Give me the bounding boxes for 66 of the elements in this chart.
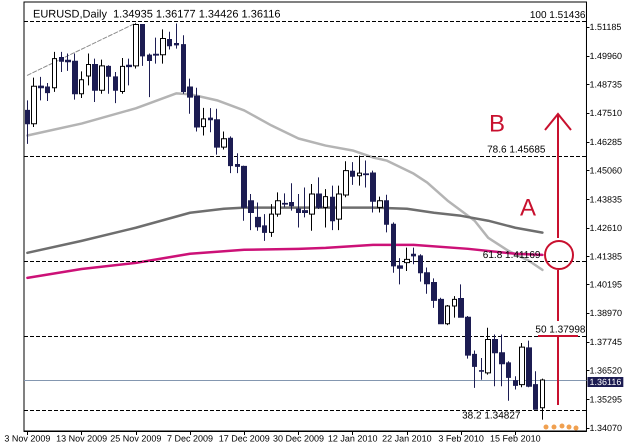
ref-line-label: 1.36116 (589, 377, 622, 388)
candlestick (411, 247, 416, 265)
ref-line-label: 100 1.51436 (530, 10, 586, 21)
y-tick-label: 1.51185 (589, 22, 622, 32)
text: EURUSD,Daily 1.34935 1.36177 1.34426 1.36116 (33, 8, 280, 20)
y-tick-label: 1.46285 (589, 136, 622, 147)
line-series (26, 92, 544, 272)
y-tick-label: 1.34070 (589, 422, 622, 433)
candlestick (316, 176, 322, 210)
y-tick-label: 1.49960 (589, 50, 622, 61)
x-tick-label: 3 Nov 2009 (4, 434, 50, 444)
candlestick (167, 31, 172, 50)
y-tick-label: 1.41385 (589, 252, 622, 262)
candlestick (79, 70, 84, 99)
candlestick (160, 28, 166, 64)
candlestick (384, 194, 389, 233)
candlestick (350, 162, 355, 186)
x-tick-label: 15 Feb 2010 (490, 434, 541, 444)
candlestick (52, 51, 57, 92)
annotation: B (489, 110, 506, 138)
candlestick (228, 136, 233, 174)
ref-line-label: 50 1.37998 (535, 324, 586, 336)
candlestick (519, 342, 525, 388)
candlestick (140, 24, 145, 66)
x-tick-label: 3 Feb 2010 (438, 434, 484, 444)
candlestick (92, 58, 98, 102)
candlestick (31, 77, 37, 128)
candlestick (445, 304, 450, 326)
x-tick-label: 13 Nov 2009 (56, 434, 108, 444)
candlestick (323, 188, 328, 228)
candlestick (330, 185, 335, 231)
x-tick-label: 7 Dec 2009 (167, 434, 214, 444)
ref-line-label: 78.6 1.45685 (487, 144, 546, 156)
candlestick (113, 72, 118, 104)
ref-line-label: 38.2 1.34827 (462, 410, 521, 422)
candlestick (452, 296, 457, 318)
annotation: A (520, 194, 536, 222)
y-tick-label: 1.37745 (589, 336, 622, 347)
y-tick-label: 1.35295 (589, 394, 622, 404)
y-tick-label: 1.42610 (589, 222, 622, 233)
candlestick (201, 107, 206, 136)
y-tick-label: 1.48735 (589, 80, 622, 90)
y-tick-label: 1.38970 (589, 308, 622, 318)
candlestick (99, 59, 105, 94)
candlestick (120, 57, 125, 94)
candlestick (106, 64, 111, 94)
y-tick-label: 1.43835 (589, 194, 622, 204)
candlestick (86, 53, 91, 86)
y-tick-label: 1.47510 (589, 108, 622, 118)
candlestick (377, 196, 383, 214)
line-series (26, 244, 544, 280)
x-tick-label: 12 Jan 2010 (328, 434, 378, 444)
x-tick-label: 22 Jan 2010 (382, 434, 432, 444)
candlestick (309, 183, 315, 232)
x-tick-label: 17 Dec 2009 (218, 434, 270, 444)
y-tick-label: 1.45060 (589, 166, 622, 176)
candlestick (25, 100, 30, 144)
candlestick (174, 23, 179, 50)
y-tick-label: 1.36520 (589, 366, 622, 376)
candlestick (513, 376, 518, 390)
candlestick (126, 58, 132, 86)
y-tick-label: 1.40195 (589, 280, 622, 290)
candlestick (221, 130, 227, 150)
candlestick (479, 357, 484, 380)
x-tick-label: 25 Nov 2009 (110, 434, 162, 444)
x-tick-label: 30 Dec 2009 (272, 434, 324, 444)
